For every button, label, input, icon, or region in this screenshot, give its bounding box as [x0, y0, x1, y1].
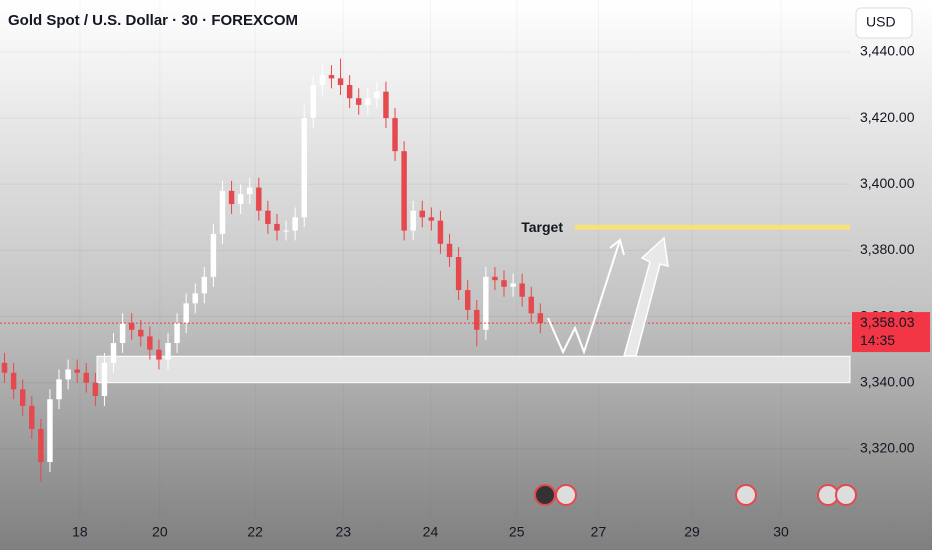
y-tick-label: 3,400.00	[860, 175, 915, 191]
candle-body	[301, 118, 307, 218]
currency[interactable]: USD	[866, 14, 896, 30]
candle-body	[92, 382, 99, 396]
y-tick-label: 3,440.00	[860, 43, 915, 59]
candle-body	[392, 118, 398, 152]
candle-body	[174, 323, 180, 344]
candle-body	[219, 190, 226, 234]
candle-body	[201, 276, 208, 294]
candle-body	[110, 343, 117, 363]
candle-body	[401, 151, 407, 231]
x-tick-label: 20	[152, 524, 168, 540]
candle-body	[74, 369, 80, 373]
candle-body	[464, 290, 471, 310]
candle-body	[455, 257, 462, 291]
candle-body	[319, 75, 326, 86]
x-tick-label: 25	[509, 524, 525, 540]
candle-body	[83, 372, 89, 383]
candle-body	[65, 369, 71, 380]
candle-body	[283, 230, 289, 232]
candle-body	[483, 276, 489, 330]
candle-body	[210, 233, 217, 277]
candle-body	[437, 220, 444, 244]
candle-body	[428, 217, 435, 221]
chart-title: Gold Spot / U.S. Dollar · 30 · FOREXCOM	[8, 12, 298, 29]
candle-body	[274, 223, 280, 231]
candle-body	[183, 303, 189, 324]
candle-body	[501, 280, 507, 287]
event-icons	[534, 484, 857, 506]
arrow-head	[609, 238, 625, 256]
candle-body	[292, 217, 298, 231]
candle-body	[474, 309, 480, 330]
forecast-arrow	[623, 236, 669, 357]
candle-body	[128, 323, 135, 330]
target-label: Target	[521, 219, 563, 235]
candle-body	[492, 276, 498, 281]
x-tick-label: 30	[773, 524, 789, 540]
candle-body	[374, 91, 380, 99]
candle-body	[337, 78, 344, 86]
candle-body	[328, 75, 335, 79]
candle-body	[119, 323, 126, 344]
event-icon[interactable]	[735, 484, 757, 506]
x-tick-label: 23	[335, 524, 351, 540]
event-icon[interactable]	[555, 484, 577, 506]
countdown-label: 14:35	[860, 332, 895, 348]
y-tick-label: 3,320.00	[860, 440, 915, 456]
candle-body	[165, 343, 171, 360]
candle-body	[419, 210, 425, 218]
last-price-label: 3,358.03	[860, 314, 915, 330]
candle-body	[1, 362, 8, 373]
x-tick-label: 18	[72, 524, 88, 540]
candle-body	[528, 296, 534, 314]
last-price-box	[852, 312, 930, 353]
candle-body	[346, 85, 353, 99]
candle-body	[156, 349, 162, 360]
candle-body	[147, 336, 153, 350]
candle-body	[519, 283, 525, 297]
candle-body	[19, 389, 26, 406]
candle-body	[38, 429, 44, 463]
x-tick-label: 24	[423, 524, 439, 540]
candle-body	[247, 187, 253, 195]
support-zone	[96, 355, 851, 384]
candle-body	[265, 210, 271, 224]
x-tick-label: 22	[247, 524, 263, 540]
candle-body	[237, 194, 244, 205]
y-tick-label: 3,420.00	[860, 109, 915, 125]
x-tick-label: 29	[684, 524, 700, 540]
candle-body	[10, 372, 17, 390]
event-icon[interactable]	[835, 484, 857, 506]
y-tick-label: 3,340.00	[860, 373, 915, 389]
candle-body	[365, 98, 371, 105]
candle-body	[410, 210, 416, 231]
candle-body	[256, 187, 262, 211]
candle-body	[228, 190, 235, 205]
candle-body	[383, 91, 389, 119]
candle-body	[101, 362, 108, 396]
candle-body	[510, 283, 516, 287]
candle-body	[138, 329, 144, 337]
candle-body	[537, 313, 544, 324]
y-tick-label: 3,380.00	[860, 241, 915, 257]
candle-body	[355, 98, 362, 105]
candle-body	[310, 85, 317, 119]
candle-body	[56, 379, 62, 400]
candle-body	[29, 405, 35, 430]
currency-box[interactable]	[855, 7, 913, 39]
event-icon[interactable]	[534, 484, 556, 506]
candle-body	[47, 399, 53, 463]
candle-body	[446, 243, 453, 258]
x-tick-label: 27	[591, 524, 607, 540]
zigzag-arrow	[547, 239, 621, 356]
candle-body	[192, 293, 198, 304]
